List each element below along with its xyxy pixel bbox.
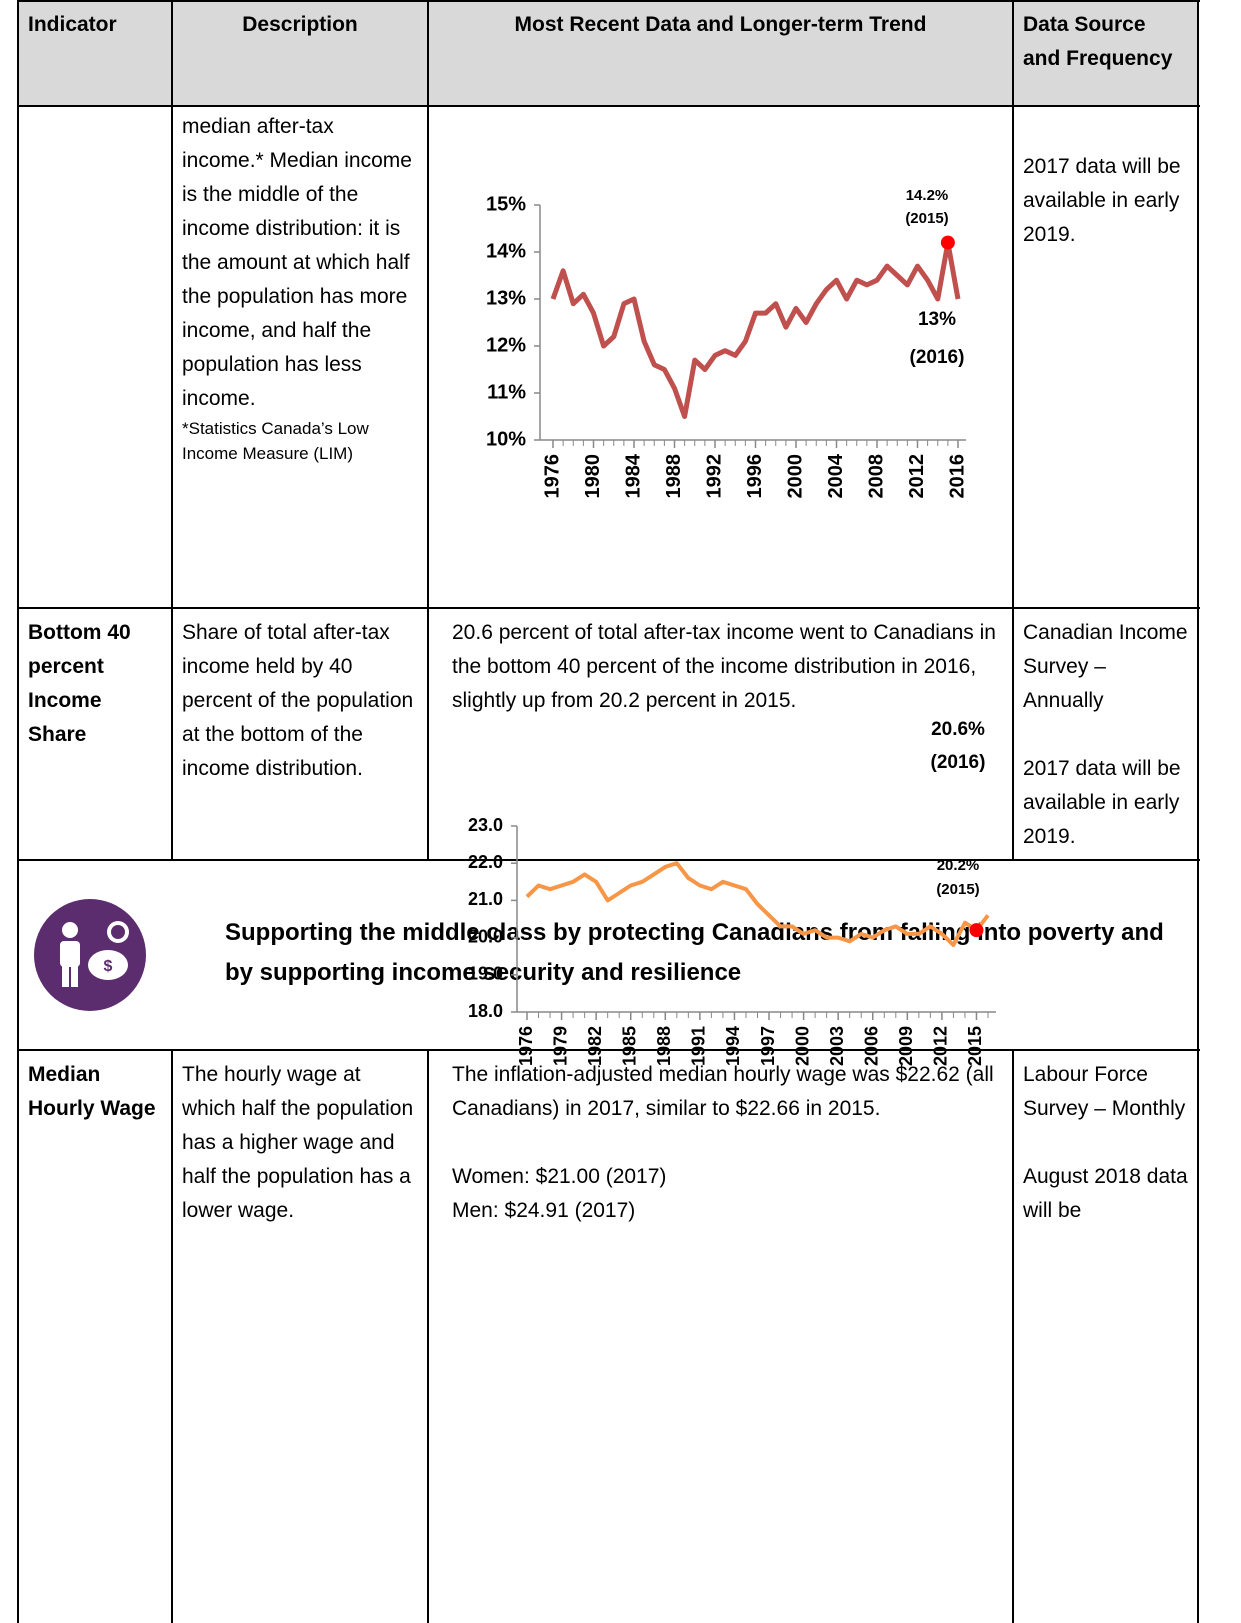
highlight-point [969,923,984,938]
table-border [1012,1050,1014,1623]
table-border [18,859,1200,861]
y-tick-label: 19.0 [468,964,503,984]
annotation: 13% [918,309,956,330]
x-tick-label: 1976 [541,454,563,499]
y-tick-label: 18.0 [468,1001,503,1021]
table-border [17,0,19,1623]
x-tick-label: 1994 [723,1026,743,1066]
y-tick-label: 12% [486,334,526,356]
header-cell: Description [242,13,358,36]
x-tick-label: 2008 [865,454,887,499]
x-tick-label: 2000 [784,454,806,499]
y-tick-label: 14% [486,240,526,262]
header-cell: Data Source and Frequency [1023,13,1173,70]
annotation: (2016) [910,347,965,368]
summary: Women: $21.00 (2017) [452,1165,667,1188]
y-tick-label: 20.0 [468,926,503,946]
table-border [18,1049,1200,1051]
x-tick-label: 2015 [965,1026,985,1066]
x-tick-label: 2003 [827,1026,847,1066]
summary-cell: 20.6 percent of total after-tax income w… [452,621,996,712]
table-border [18,105,1200,107]
x-tick-label: 1996 [744,454,766,499]
x-tick-label: 1991 [689,1026,709,1066]
source-cell: 2017 data will be available in early 201… [1013,150,1198,252]
table-border [427,0,429,860]
header-cell: Indicator [28,13,117,36]
header-cell: Most Recent Data and Longer-term Trend [514,13,927,36]
x-tick-label: 2012 [906,454,928,499]
annotation: (2015) [936,881,979,898]
source: Canadian Income Survey – Annually [1023,621,1188,712]
x-tick-label: 1992 [703,454,725,499]
y-tick-label: 22.0 [468,852,503,872]
x-tick-label: 1985 [619,1026,639,1066]
indicator-cell: Bottom 40 percent Income Share [28,621,131,746]
table-border [1197,0,1199,1623]
table-border [171,0,173,860]
table-border [171,1050,173,1623]
description: median after-tax income.* Median income … [182,115,412,410]
table-border [1012,0,1014,860]
table-border [18,0,1200,2]
highlight-point [940,235,955,250]
x-tick-label: 1979 [550,1026,570,1066]
x-tick-label: 2000 [792,1026,812,1066]
y-tick-label: 11% [487,381,526,403]
y-tick-label: 10% [486,428,526,450]
y-tick-label: 21.0 [468,889,503,909]
x-tick-label: 1976 [516,1026,536,1066]
indicator-cell: Median Hourly Wage [28,1063,156,1120]
y-tick-label: 13% [486,287,526,309]
x-tick-label: 2006 [862,1026,882,1066]
annotation: 20.2% [937,857,980,874]
description-cell: median after-tax income.* Median income … [172,110,428,466]
x-tick-label: 2012 [931,1026,951,1066]
source-cell: Labour Force Survey – Monthly August 201… [1013,1058,1198,1228]
y-tick-label: 15% [486,193,526,215]
table-border [427,1050,429,1623]
x-tick-label: 1982 [585,1026,605,1066]
description-cell: Share of total after-tax income held by … [182,621,414,780]
annotation: 14.2% [906,187,949,204]
data-line [550,240,961,419]
section-icon: $ [34,899,146,1011]
table-border [18,607,1200,609]
summary-cell: The inflation-adjusted median hourly wag… [440,1058,1013,1228]
source: 2017 data will be available in early 201… [1023,757,1181,848]
x-tick-label: 1980 [582,454,604,499]
x-tick-label: 1984 [622,453,644,498]
x-tick-label: 1988 [663,454,685,499]
description-cell: The hourly wage at which half the popula… [182,1063,414,1222]
annotation: (2016) [931,752,986,773]
data-line [525,861,990,947]
source-cell: Canadian Income Survey – Annually 2017 d… [1013,616,1198,854]
x-tick-label: 2009 [896,1026,916,1066]
y-tick-label: 23.0 [468,815,503,835]
summary: Men: $24.91 (2017) [452,1199,636,1222]
source: 2017 data will be available in early 201… [1023,155,1181,246]
annotation: (2015) [905,210,948,227]
source: August 2018 data will be [1023,1165,1188,1222]
summary: The inflation-adjusted median hourly wag… [452,1063,994,1120]
x-tick-label: 1997 [758,1026,778,1066]
svg-text:$: $ [104,958,113,975]
source: Labour Force Survey – Monthly [1023,1063,1186,1120]
footnote: *Statistics Canada’s Low Income Measure … [182,419,369,463]
section-title: Supporting the middle class by protectin… [225,919,1164,986]
annotation: 20.6% [931,719,985,740]
x-tick-label: 1988 [654,1026,674,1066]
x-tick-label: 2004 [825,453,847,498]
x-tick-label: 2016 [946,454,968,499]
header-bg [18,0,1198,106]
